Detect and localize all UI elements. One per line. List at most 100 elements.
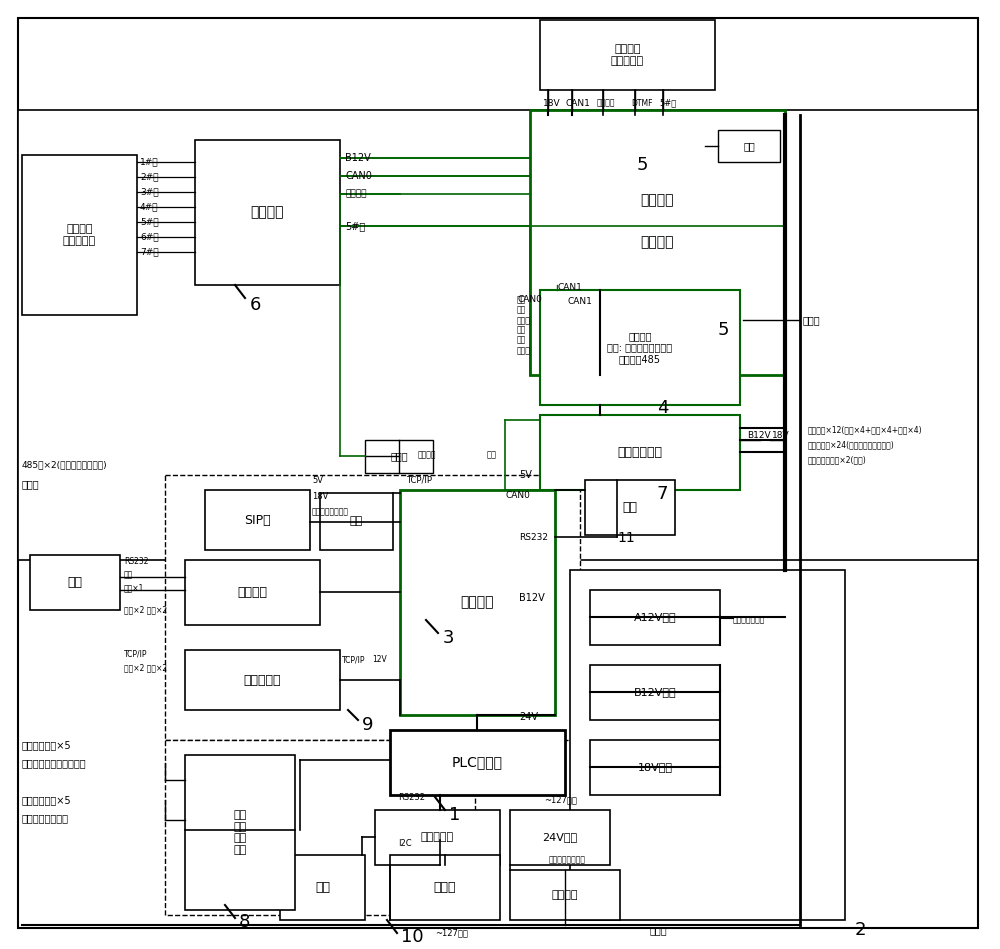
Text: 非本
安输
入输
出板: 非本 安输 入输 出板 xyxy=(233,810,247,855)
Bar xyxy=(390,855,500,920)
Text: 通讯模块: 通讯模块 xyxy=(461,596,494,609)
Text: SIP板: SIP板 xyxy=(244,513,271,527)
Text: 自动洒水、闸锁其他设备: 自动洒水、闸锁其他设备 xyxy=(22,758,87,768)
Bar xyxy=(540,20,715,90)
Text: 5: 5 xyxy=(718,321,730,339)
Text: 光口×2 网口×2: 光口×2 网口×2 xyxy=(124,605,167,615)
Text: RS232: RS232 xyxy=(398,792,425,802)
Text: 本安模拟量输入×2(预留): 本安模拟量输入×2(预留) xyxy=(808,456,867,464)
Text: A12V电源: A12V电源 xyxy=(634,612,676,623)
Bar xyxy=(195,140,340,285)
Text: 1: 1 xyxy=(449,806,460,824)
Text: 8: 8 xyxy=(239,913,250,931)
Text: 6: 6 xyxy=(250,296,261,314)
Text: 密放: 密放 xyxy=(350,516,363,527)
Text: 18V: 18V xyxy=(772,431,790,439)
Bar xyxy=(390,730,565,795)
Text: 7#线: 7#线 xyxy=(140,248,159,256)
Text: 3#线: 3#线 xyxy=(140,188,159,196)
Text: 光口×2 网口×2: 光口×2 网口×2 xyxy=(124,663,167,673)
Text: 本安输入输出: 本安输入输出 xyxy=(618,446,662,459)
Text: 网口×1: 网口×1 xyxy=(124,584,144,592)
Bar xyxy=(540,415,740,490)
Text: 6#线: 6#线 xyxy=(140,233,159,241)
Text: TCP/IP: TCP/IP xyxy=(406,475,432,485)
Text: 耦合模块: 耦合模块 xyxy=(251,206,284,219)
Text: 9: 9 xyxy=(362,716,374,734)
Text: 握柄: 握柄 xyxy=(124,570,133,580)
Text: 5: 5 xyxy=(637,156,648,174)
Text: 24V: 24V xyxy=(519,712,538,722)
Bar xyxy=(585,480,675,535)
Text: CAN1: CAN1 xyxy=(557,284,582,292)
Bar xyxy=(280,855,365,920)
Text: CAN1: CAN1 xyxy=(565,99,590,107)
Text: 隔离板: 隔离板 xyxy=(650,925,668,935)
Text: CAN0: CAN0 xyxy=(505,491,530,499)
Bar xyxy=(590,740,720,795)
Text: 手柄: 手柄 xyxy=(68,576,82,589)
Bar xyxy=(165,475,580,740)
Text: 5V: 5V xyxy=(312,475,323,485)
Text: ~127输入: ~127输入 xyxy=(435,928,468,938)
Text: B12V: B12V xyxy=(747,431,771,439)
Text: TCP/IP: TCP/IP xyxy=(342,656,366,664)
Text: 游线
上行
开关量: 游线 上行 开关量 xyxy=(517,295,531,325)
Text: 12V: 12V xyxy=(372,656,387,664)
Text: 本安输入口×24(频率量、开关量复用): 本安输入口×24(频率量、开关量复用) xyxy=(808,440,895,450)
Text: 5#线: 5#线 xyxy=(140,217,159,227)
Text: PLC控制器: PLC控制器 xyxy=(452,755,503,770)
Text: 10: 10 xyxy=(401,928,424,946)
Text: 4: 4 xyxy=(657,399,668,417)
Bar xyxy=(22,155,137,315)
Text: 2: 2 xyxy=(855,921,866,939)
Text: ~127输入: ~127输入 xyxy=(544,795,577,805)
Text: 游线音频: 游线音频 xyxy=(418,451,436,459)
Text: 音频、视频、导体: 音频、视频、导体 xyxy=(312,508,349,516)
Bar xyxy=(590,665,720,720)
Bar xyxy=(530,110,785,375)
Text: 按键: 按键 xyxy=(622,501,638,514)
Text: 外接传感器供电: 外接传感器供电 xyxy=(733,616,765,624)
Text: 电源开关: 电源开关 xyxy=(552,890,578,900)
Text: 5#线: 5#线 xyxy=(345,221,365,231)
Text: 5#线: 5#线 xyxy=(659,99,676,107)
Text: 触摸板: 触摸板 xyxy=(434,881,456,894)
Bar xyxy=(185,560,320,625)
Text: 5V: 5V xyxy=(519,470,532,480)
Text: 游线音频: 游线音频 xyxy=(345,190,366,198)
Text: 游线音频: 游线音频 xyxy=(597,99,616,107)
Text: 两光三电板: 两光三电板 xyxy=(244,674,281,686)
Text: RS232: RS232 xyxy=(124,557,148,567)
Text: 7: 7 xyxy=(656,485,668,503)
Bar xyxy=(30,555,120,610)
Bar xyxy=(18,110,978,560)
Bar xyxy=(320,493,393,550)
Text: CAN0: CAN0 xyxy=(345,171,372,181)
Text: 3: 3 xyxy=(443,629,454,647)
Text: 非本安输入口×5: 非本安输入口×5 xyxy=(22,795,72,805)
Bar xyxy=(375,810,500,865)
Text: B12V: B12V xyxy=(345,153,371,163)
Text: 调速模块
输出: 开关量、频率量、
模拟量、485: 调速模块 输出: 开关量、频率量、 模拟量、485 xyxy=(607,331,673,364)
Bar xyxy=(205,490,310,550)
Text: 18V电源: 18V电源 xyxy=(638,762,672,772)
Text: 18V: 18V xyxy=(543,99,561,107)
Text: 游线
上行
开关量: 游线 上行 开关量 xyxy=(517,326,531,355)
Text: 18V: 18V xyxy=(312,492,328,500)
Text: 报警器: 报警器 xyxy=(803,315,821,325)
Text: 液晶驱动板: 液晶驱动板 xyxy=(421,832,454,843)
Text: CAN0: CAN0 xyxy=(518,295,543,305)
Text: 七芯线缆
接游线电话: 七芯线缆 接游线电话 xyxy=(611,45,644,65)
Bar xyxy=(400,490,555,715)
Bar xyxy=(510,810,610,865)
Text: 光电基板: 光电基板 xyxy=(238,586,268,599)
Bar xyxy=(365,440,433,473)
Text: 本安型: 本安型 xyxy=(22,479,40,489)
Text: TCP/IP: TCP/IP xyxy=(124,649,148,659)
Text: 音频: 音频 xyxy=(487,451,497,459)
Text: 4#线: 4#线 xyxy=(140,202,158,212)
Text: 1#线: 1#线 xyxy=(140,158,159,166)
Text: I2C: I2C xyxy=(398,839,412,847)
Text: 总押: 总押 xyxy=(743,141,755,151)
